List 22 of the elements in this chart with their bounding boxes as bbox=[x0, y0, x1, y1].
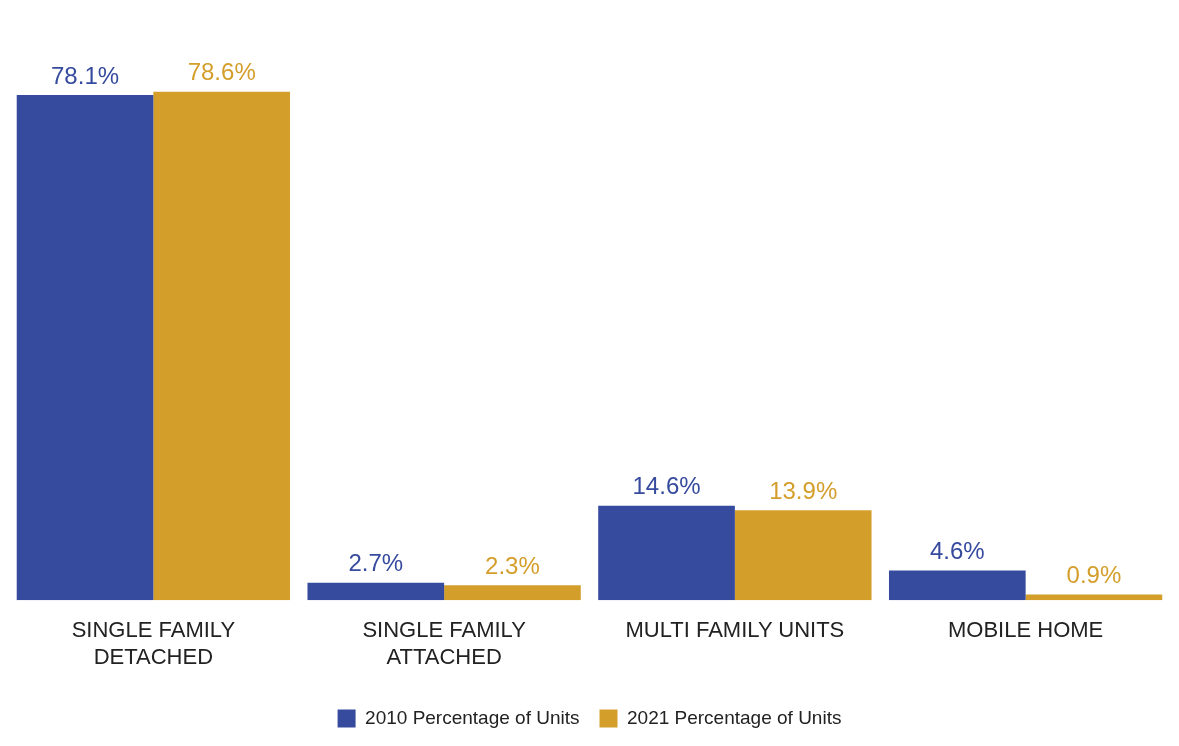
bar bbox=[888, 570, 1026, 601]
data-label: 0.9% bbox=[1066, 561, 1122, 588]
x-tick-label: SINGLE FAMILY ATTACHED bbox=[362, 617, 527, 669]
bar bbox=[444, 585, 581, 601]
bar bbox=[734, 510, 872, 601]
data-label: 78.1% bbox=[51, 61, 120, 89]
data-label: 2.3% bbox=[485, 551, 540, 579]
x-tick-label: MULTI FAMILY UNITS bbox=[625, 617, 845, 643]
bar bbox=[598, 505, 735, 601]
legend-label: 2021 Percentage of Units bbox=[627, 706, 842, 728]
data-label: 14.6% bbox=[632, 472, 701, 500]
data-label: 78.6% bbox=[187, 58, 256, 86]
bar bbox=[1025, 594, 1163, 601]
data-label: 2.7% bbox=[348, 549, 404, 577]
bar bbox=[307, 582, 445, 601]
data-label: 4.6% bbox=[929, 537, 985, 565]
bar bbox=[16, 94, 154, 601]
bar bbox=[153, 91, 291, 601]
data-label: 13.9% bbox=[769, 476, 838, 504]
legend-label: 2010 Percentage of Units bbox=[365, 706, 580, 728]
x-tick-label: SINGLE FAMILY DETACHED bbox=[71, 617, 236, 669]
x-tick-label: MOBILE HOME bbox=[948, 617, 1104, 643]
